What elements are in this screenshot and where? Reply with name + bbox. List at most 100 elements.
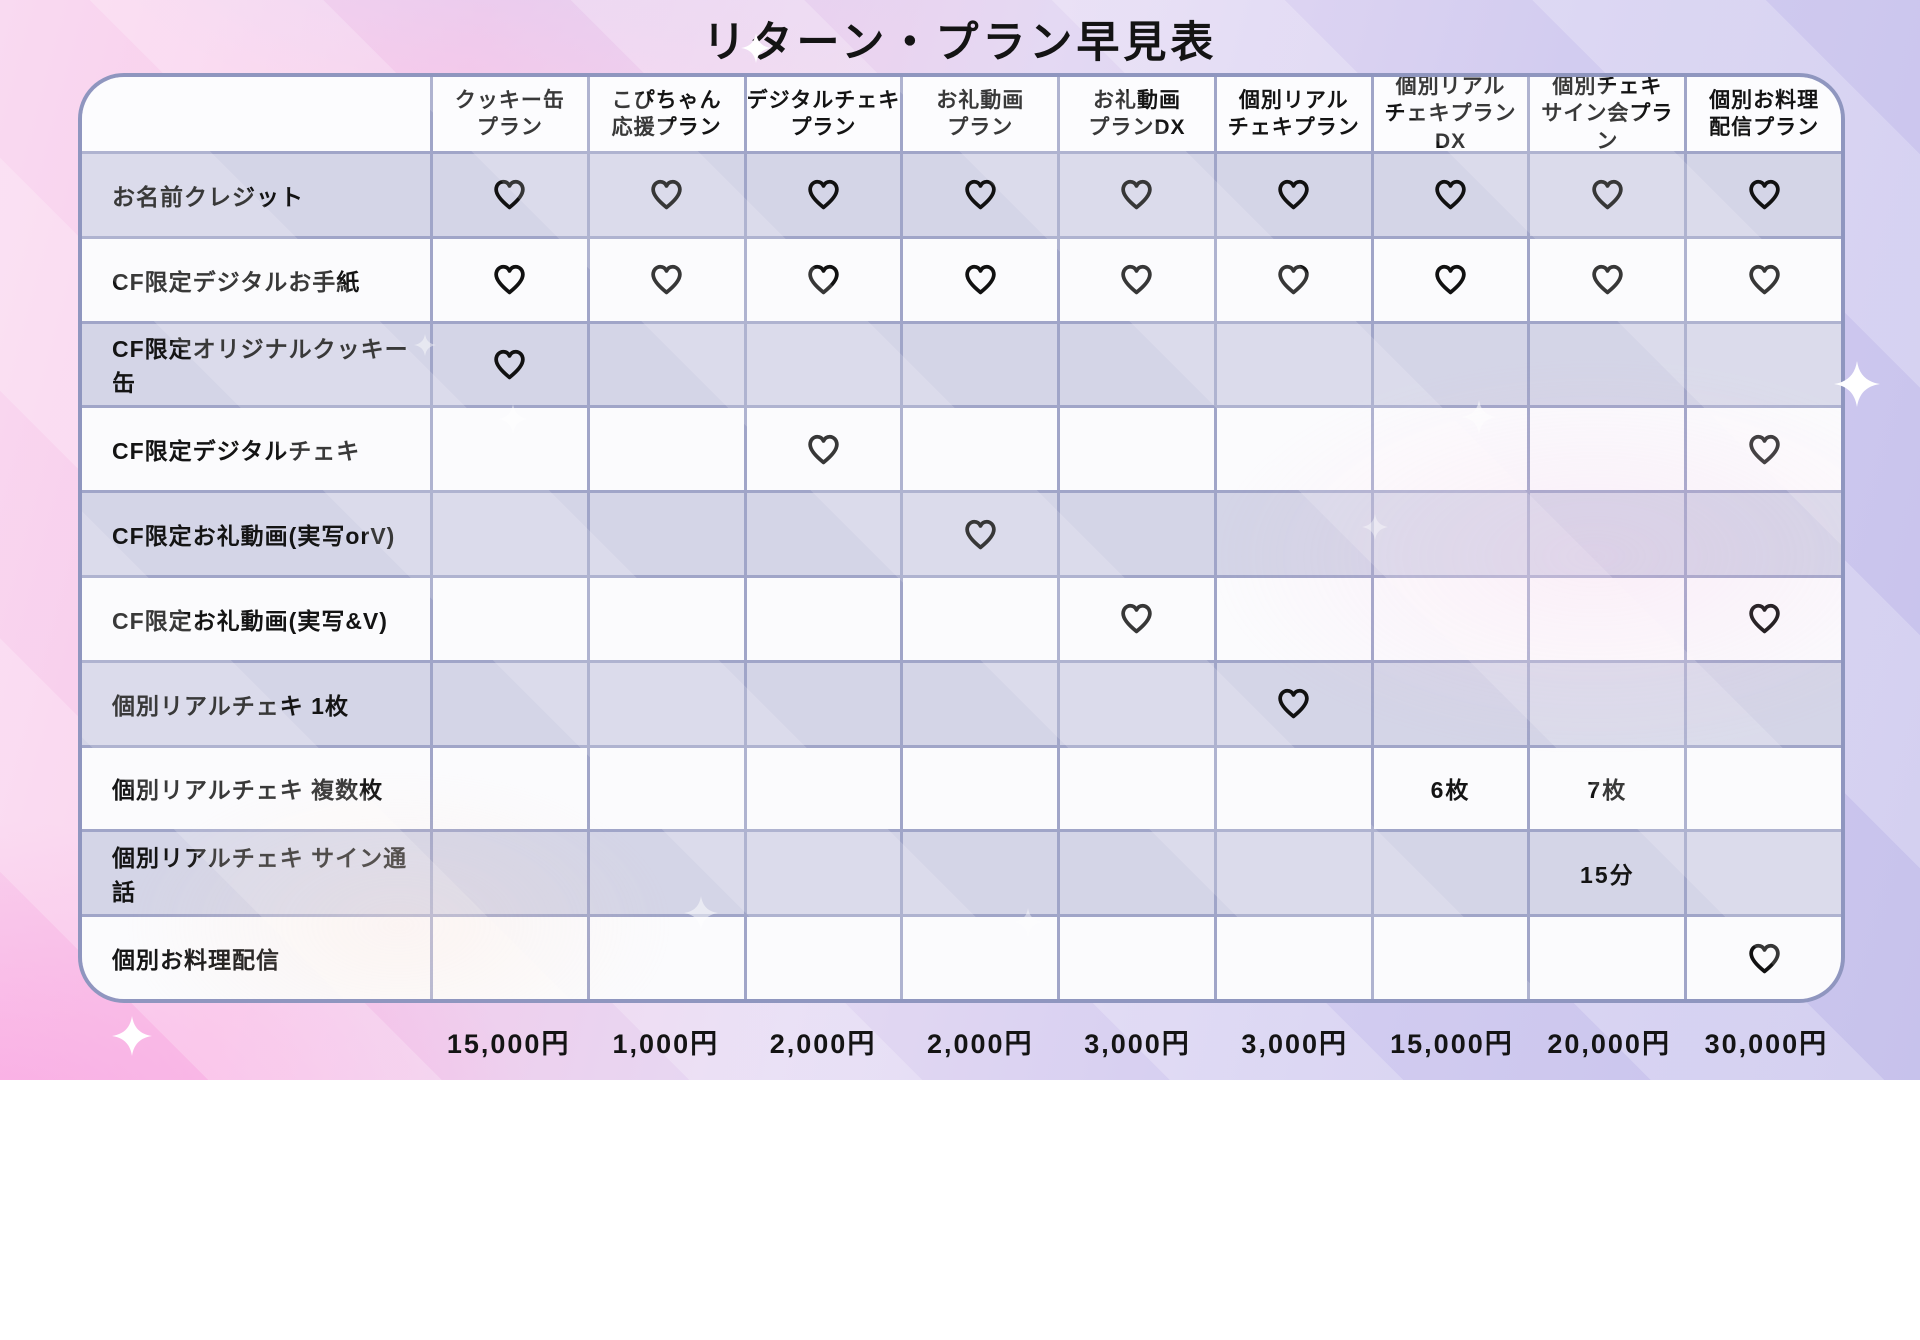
table-cell (589, 662, 744, 745)
table-cell (1687, 408, 1841, 491)
table-cell (903, 747, 1058, 830)
price-label-8: 20,000円 (1547, 1028, 1671, 1059)
table-cell (903, 917, 1058, 999)
table-cell (1060, 578, 1214, 660)
table-cell (433, 238, 587, 321)
table-cell (1216, 578, 1371, 660)
table-cell (746, 832, 901, 915)
table-cell (1373, 408, 1528, 491)
table-cell: 15分 (1530, 832, 1685, 915)
table-cell (1216, 154, 1371, 236)
table-cell (903, 832, 1058, 915)
table-cell (589, 323, 744, 406)
heart-icon (1748, 434, 1780, 465)
table-cell (746, 154, 901, 236)
table-cell (1530, 493, 1685, 575)
table-cell (746, 408, 901, 491)
table-cell (433, 323, 587, 406)
table-cell (1216, 917, 1371, 999)
heart-icon (1278, 180, 1309, 210)
heart-icon (1748, 180, 1780, 210)
table-cell (1060, 238, 1214, 321)
heart-icon (494, 180, 526, 210)
row-label: CF限定オリジナルクッキー缶 (82, 323, 430, 406)
heart-icon (808, 180, 839, 210)
row-label: CF限定デジタルチェキ (82, 408, 430, 491)
table-cell (1373, 662, 1528, 745)
heart-icon (494, 349, 526, 380)
plan-comparison-table: クッキー缶 プラン こぴちゃん 応援プラン デジタルチェキ プラン お礼動画 プランお… (78, 73, 1845, 1003)
table-cell (589, 493, 744, 575)
row-label: 個別お料理配信 (82, 917, 430, 999)
price-label-6: 3,000円 (1241, 1028, 1348, 1059)
table-cell (903, 662, 1058, 745)
table-cell (433, 662, 587, 745)
table-cell (1687, 747, 1841, 830)
table-cell (1530, 917, 1685, 999)
table-cell (1373, 832, 1528, 915)
table-cell (589, 832, 744, 915)
table-cell (1060, 323, 1214, 406)
table-cell: 7枚 (1530, 747, 1685, 830)
heart-icon (1748, 943, 1780, 973)
table-cell (1216, 323, 1371, 406)
table-grid: クッキー缶 プラン こぴちゃん 応援プラン デジタルチェキ プラン お礼動画 プランお… (82, 77, 1841, 999)
table-cell (1687, 578, 1841, 660)
table-cell (433, 832, 587, 915)
table-cell (746, 747, 901, 830)
table-cell (903, 493, 1058, 575)
table-cell (433, 493, 587, 575)
table-cell (1530, 408, 1685, 491)
plan-header-7: 個別リアル チェキプランDX (1373, 77, 1528, 153)
table-cell (589, 578, 744, 660)
heart-icon (1278, 689, 1309, 719)
price-label-2: 1,000円 (612, 1028, 720, 1059)
plan-header-2: こぴちゃん 応援プラン (589, 77, 744, 151)
table-cell (1687, 832, 1841, 915)
table-cell (1060, 662, 1214, 745)
table-cell (589, 154, 744, 236)
table-cell (1687, 662, 1841, 745)
row-label: 個別リアルチェキ サイン通話 (82, 832, 430, 915)
table-cell (1373, 578, 1528, 660)
table-cell (433, 747, 587, 830)
price-label-5: 3,000円 (1084, 1028, 1191, 1059)
table-cell (1530, 323, 1685, 406)
table-cell (903, 154, 1058, 236)
table-cell (433, 578, 587, 660)
row-label: CF限定お礼動画(実写&V) (82, 578, 430, 660)
table-cell (1216, 832, 1371, 915)
table-cell (1530, 238, 1685, 321)
plan-header-9: 個別お料理 配信プラン (1687, 77, 1841, 151)
price-label-3: 2,000円 (769, 1028, 877, 1059)
table-cell (1060, 493, 1214, 575)
page-title: リターン・プラン早見表 (702, 19, 1218, 67)
table-cell (746, 323, 901, 406)
table-cell (1060, 747, 1214, 830)
price-label-4: 2,000円 (926, 1028, 1034, 1059)
table-cell (433, 917, 587, 999)
table-cell (1687, 917, 1841, 999)
table-cell (433, 408, 587, 491)
heart-icon (1121, 265, 1153, 295)
table-cell (1216, 747, 1371, 830)
table-cell (746, 493, 901, 575)
table-cell (1373, 493, 1528, 575)
plan-header-1: クッキー缶 プラン (433, 77, 587, 151)
corner-cell (82, 77, 430, 151)
heart-icon (1435, 265, 1466, 295)
table-cell (589, 408, 744, 491)
table-cell (746, 917, 901, 999)
row-label: CF限定デジタルお手紙 (82, 238, 430, 321)
table-cell (1373, 154, 1528, 236)
table-cell (1060, 408, 1214, 491)
table-cell (1216, 493, 1371, 575)
heart-icon (1592, 265, 1623, 295)
table-cell (1373, 323, 1528, 406)
heart-icon (964, 180, 996, 210)
plan-header-4: お礼動画 プラン (903, 77, 1058, 151)
table-cell (1216, 408, 1371, 491)
heart-icon (1278, 265, 1309, 295)
heart-icon (964, 265, 996, 295)
table-cell (589, 747, 744, 830)
